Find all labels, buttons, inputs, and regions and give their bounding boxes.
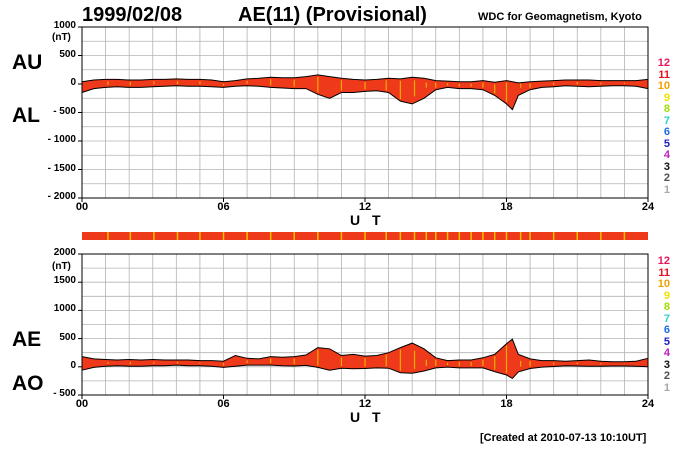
series-label-ao: AO [12, 372, 44, 395]
upper-xtick-label: 24 [641, 201, 655, 213]
upper-xtick-label: 12 [358, 201, 372, 213]
lower-xlabel: U T [350, 409, 385, 425]
lower-xtick-label: 12 [358, 398, 372, 410]
upper-ytick-label: - 2000 [47, 191, 76, 202]
lower-legend-station-11: 11 [658, 266, 670, 279]
lower-xtick-label: 24 [641, 398, 655, 410]
source-label: WDC for Geomagnetism, Kyoto [478, 11, 642, 23]
upper-legend-station-11: 11 [658, 68, 670, 81]
lower-yunit: (nT) [52, 261, 71, 272]
upper-ytick-label: 0 [70, 77, 76, 88]
series-label-al: AL [12, 104, 40, 127]
lower-ytick-label: 2000 [53, 247, 76, 258]
upper-ytick-label: 500 [59, 48, 76, 60]
series-label-ae: AE [12, 328, 42, 351]
upper-legend-station-9: 9 [663, 91, 670, 104]
lower-ytick-label: 1500 [53, 275, 76, 287]
upper-xtick-label: 00 [75, 201, 89, 213]
created-timestamp: [Created at 2010-07-13 10:10UT] [480, 432, 647, 444]
upper-series-line-top [81, 74, 649, 84]
lower-legend-station-8: 8 [663, 301, 670, 313]
upper-legend-station-10: 10 [657, 80, 670, 92]
upper-ytick-label: - 1500 [47, 162, 76, 174]
lower-legend-station-9: 9 [663, 289, 670, 302]
upper-xlabel: U T [350, 212, 385, 228]
chart-title: AE(11) (Provisional) [238, 4, 427, 26]
lower-ytick-label: - 500 [53, 388, 76, 399]
lower-xtick-label: 00 [75, 398, 89, 410]
upper-ytick-label: - 500 [53, 105, 76, 117]
upper-xtick-label: 18 [500, 201, 513, 213]
upper-ytick-label: 1000 [53, 20, 76, 31]
lower-ytick-label: 1000 [53, 303, 76, 315]
upper-xtick-label: 06 [217, 201, 230, 213]
upper-legend-station-3: 3 [663, 160, 670, 173]
upper-legend-station-5: 5 [663, 137, 670, 150]
lower-legend-station-5: 5 [663, 335, 670, 348]
upper-legend-station-1: 1 [663, 183, 670, 196]
lower-legend-station-7: 7 [663, 312, 670, 325]
upper-legend-station-2: 2 [663, 172, 670, 184]
upper-legend-station-6: 6 [663, 126, 670, 138]
upper-legend-station-4: 4 [663, 149, 670, 161]
lower-series-line-bottom [81, 364, 649, 380]
lower-legend-station-6: 6 [663, 324, 670, 336]
upper-series-line-bottom [81, 85, 649, 111]
lower-series-line-top [81, 338, 649, 363]
upper-legend-station-8: 8 [663, 103, 670, 115]
lower-ytick-label: 0 [70, 359, 76, 371]
lower-legend-station-2: 2 [663, 370, 670, 382]
upper-ytick-label: - 1000 [47, 134, 76, 145]
lower-xtick-label: 18 [500, 398, 513, 410]
upper-yunit: (nT) [52, 32, 71, 43]
upper-legend-station-7: 7 [663, 114, 670, 127]
lower-xtick-label: 06 [217, 398, 230, 410]
upper-legend-station-12: 12 [657, 57, 670, 69]
date-label: 1999/02/08 [82, 4, 183, 26]
lower-ytick-label: 500 [59, 331, 76, 343]
series-label-au: AU [12, 51, 43, 74]
lower-legend-station-10: 10 [657, 278, 670, 290]
lower-legend-station-3: 3 [663, 358, 670, 371]
lower-legend-station-1: 1 [663, 381, 670, 394]
lower-legend-station-4: 4 [663, 347, 670, 359]
lower-legend-station-12: 12 [657, 255, 670, 267]
